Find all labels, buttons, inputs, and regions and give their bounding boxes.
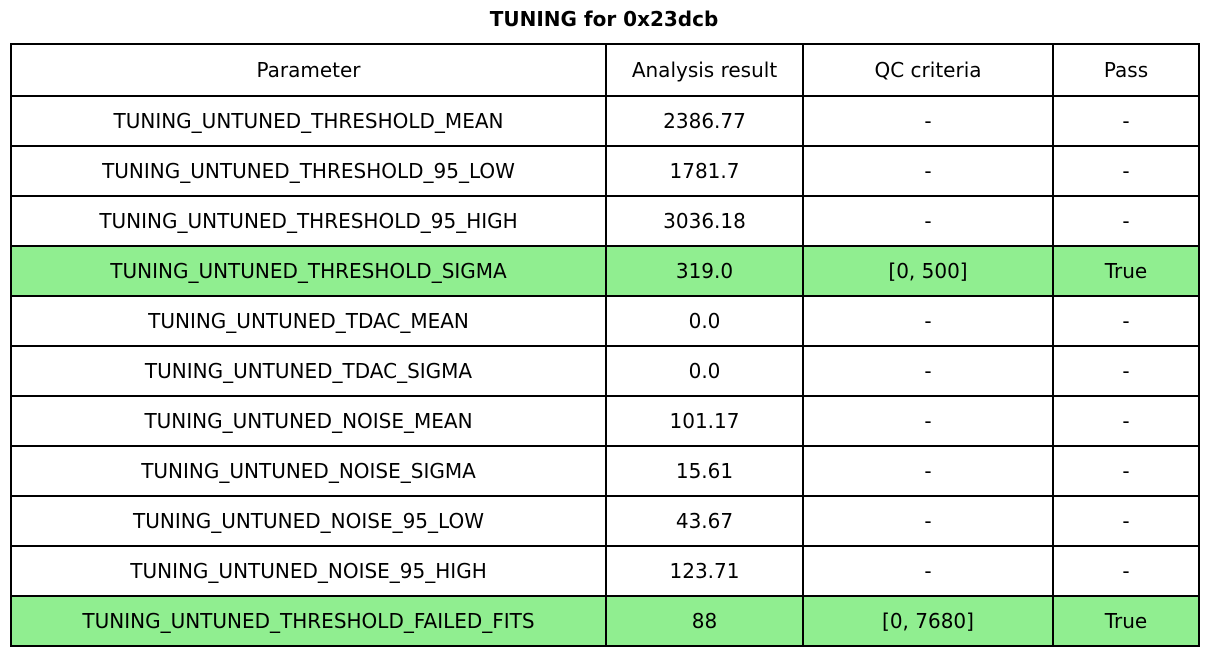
qc-results-table: Parameter Analysis result QC criteria Pass … bbox=[10, 43, 1200, 647]
cell-qc-criteria: - bbox=[802, 495, 1054, 547]
table-row: TUNING_UNTUNED_TDAC_MEAN 0.0- - bbox=[10, 295, 1200, 347]
cell-parameter: TUNING_UNTUNED_NOISE_SIGMA bbox=[10, 445, 607, 497]
cell-pass: - bbox=[1052, 445, 1200, 497]
table-body: TUNING_UNTUNED_THRESHOLD_MEAN 2386.77- - TU… bbox=[10, 95, 1200, 647]
cell-analysis-result: 2386.77 bbox=[605, 95, 804, 147]
cell-qc-criteria: - bbox=[802, 195, 1054, 247]
table-row: TUNING_UNTUNED_THRESHOLD_FAILED_FITS 88 [0… bbox=[10, 595, 1200, 647]
table-row: TUNING_UNTUNED_NOISE_MEAN 101.17- - bbox=[10, 395, 1200, 447]
cell-pass: - bbox=[1052, 295, 1200, 347]
column-header-pass: Pass bbox=[1052, 43, 1200, 97]
cell-pass: - bbox=[1052, 495, 1200, 547]
cell-parameter: TUNING_UNTUNED_TDAC_SIGMA bbox=[10, 345, 607, 397]
cell-qc-criteria: - bbox=[802, 95, 1054, 147]
table-row: TUNING_UNTUNED_THRESHOLD_MEAN 2386.77- - bbox=[10, 95, 1200, 147]
cell-analysis-result: 0.0 bbox=[605, 345, 804, 397]
cell-pass: True bbox=[1052, 245, 1200, 297]
cell-qc-criteria: - bbox=[802, 395, 1054, 447]
cell-analysis-result: 101.17 bbox=[605, 395, 804, 447]
cell-qc-criteria: - bbox=[802, 295, 1054, 347]
cell-parameter: TUNING_UNTUNED_NOISE_95_LOW bbox=[10, 495, 607, 547]
cell-parameter: TUNING_UNTUNED_NOISE_MEAN bbox=[10, 395, 607, 447]
cell-analysis-result: 0.0 bbox=[605, 295, 804, 347]
cell-pass: - bbox=[1052, 395, 1200, 447]
table-row: TUNING_UNTUNED_NOISE_95_LOW 43.67- - bbox=[10, 495, 1200, 547]
table-row: TUNING_UNTUNED_THRESHOLD_SIGMA 319.0 [0, 5… bbox=[10, 245, 1200, 297]
cell-analysis-result: 3036.18 bbox=[605, 195, 804, 247]
cell-analysis-result: 88 bbox=[605, 595, 804, 647]
cell-analysis-result: 123.71 bbox=[605, 545, 804, 597]
table-row: TUNING_UNTUNED_THRESHOLD_95_HIGH 3036.18-… bbox=[10, 195, 1200, 247]
cell-qc-criteria: - bbox=[802, 145, 1054, 197]
cell-analysis-result: 43.67 bbox=[605, 495, 804, 547]
cell-qc-criteria: - bbox=[802, 345, 1054, 397]
table-row: TUNING_UNTUNED_THRESHOLD_95_LOW 1781.7- - bbox=[10, 145, 1200, 197]
cell-pass: - bbox=[1052, 195, 1200, 247]
cell-parameter: TUNING_UNTUNED_TDAC_MEAN bbox=[10, 295, 607, 347]
header-row: Parameter Analysis result QC criteria Pass bbox=[10, 43, 1200, 97]
column-header-analysis-result: Analysis result bbox=[605, 43, 804, 97]
table-row: TUNING_UNTUNED_NOISE_SIGMA 15.61- - bbox=[10, 445, 1200, 497]
column-header-parameter: Parameter bbox=[10, 43, 607, 97]
cell-pass: True bbox=[1052, 595, 1200, 647]
cell-parameter: TUNING_UNTUNED_THRESHOLD_SIGMA bbox=[10, 245, 607, 297]
cell-qc-criteria: - bbox=[802, 545, 1054, 597]
cell-qc-criteria: [0, 500] bbox=[802, 245, 1054, 297]
cell-analysis-result: 319.0 bbox=[605, 245, 804, 297]
cell-analysis-result: 15.61 bbox=[605, 445, 804, 497]
cell-parameter: TUNING_UNTUNED_THRESHOLD_95_LOW bbox=[10, 145, 607, 197]
cell-pass: - bbox=[1052, 545, 1200, 597]
page-title: TUNING for 0x23dcb bbox=[489, 7, 719, 31]
table-row: TUNING_UNTUNED_NOISE_95_HIGH 123.71- - bbox=[10, 545, 1200, 597]
cell-parameter: TUNING_UNTUNED_THRESHOLD_FAILED_FITS bbox=[10, 595, 607, 647]
cell-qc-criteria: - bbox=[802, 445, 1054, 497]
column-header-qc-criteria: QC criteria bbox=[802, 43, 1054, 97]
cell-qc-criteria: [0, 7680] bbox=[802, 595, 1054, 647]
cell-parameter: TUNING_UNTUNED_THRESHOLD_MEAN bbox=[10, 95, 607, 147]
cell-analysis-result: 1781.7 bbox=[605, 145, 804, 197]
cell-parameter: TUNING_UNTUNED_NOISE_95_HIGH bbox=[10, 545, 607, 597]
cell-pass: - bbox=[1052, 145, 1200, 197]
cell-parameter: TUNING_UNTUNED_THRESHOLD_95_HIGH bbox=[10, 195, 607, 247]
cell-pass: - bbox=[1052, 345, 1200, 397]
cell-pass: - bbox=[1052, 95, 1200, 147]
table-row: TUNING_UNTUNED_TDAC_SIGMA 0.0- - bbox=[10, 345, 1200, 397]
